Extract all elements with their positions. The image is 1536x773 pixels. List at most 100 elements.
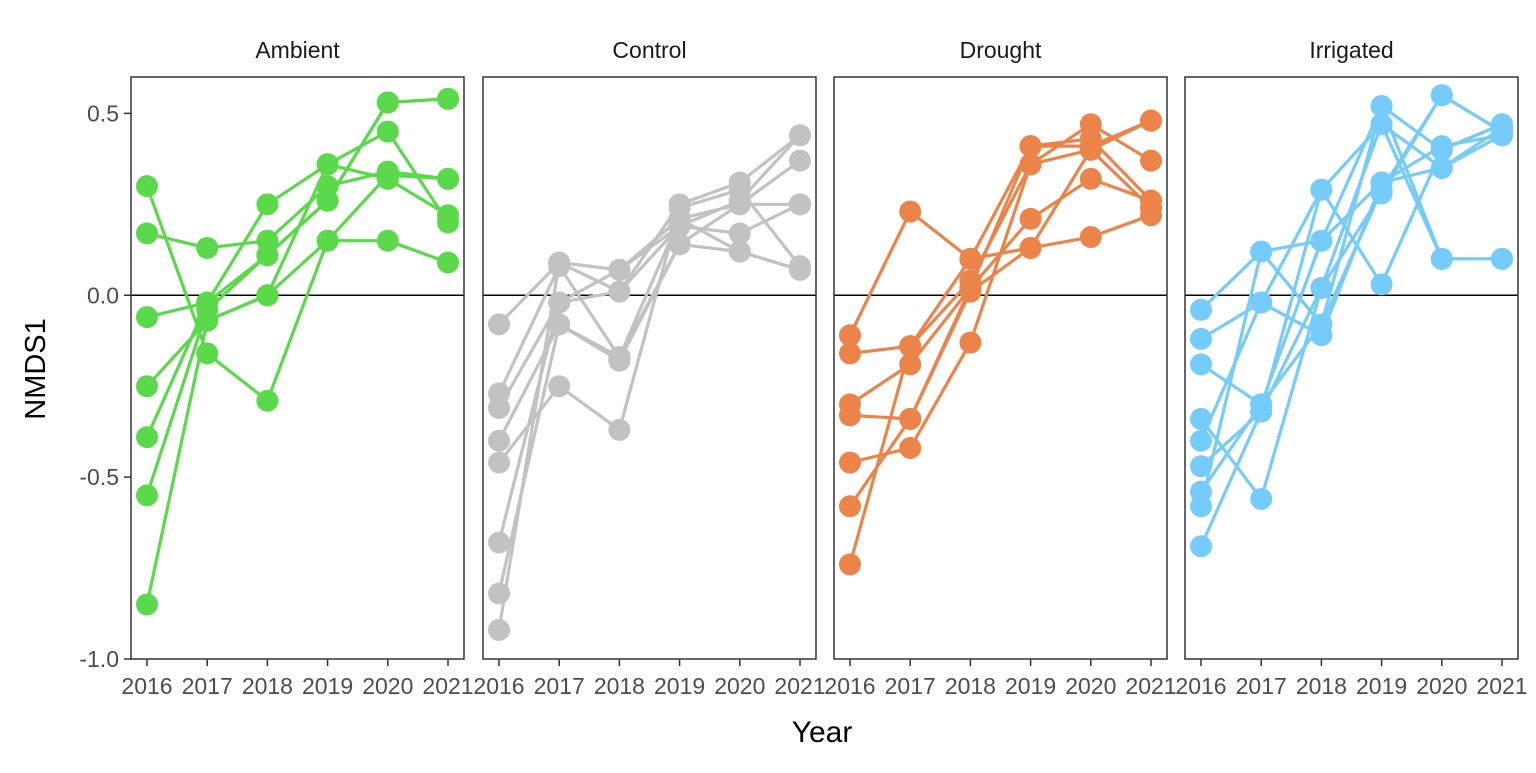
series-line (497, 202, 800, 594)
series-line (497, 134, 802, 543)
data-point (376, 164, 399, 187)
data-point (196, 342, 219, 365)
series-line (145, 97, 449, 496)
x-tick-label: 2018 (945, 673, 996, 699)
x-tick-label: 2019 (1005, 673, 1056, 699)
data-point (437, 87, 459, 110)
data-point (1370, 171, 1393, 194)
data-point (1430, 156, 1453, 179)
data-point (1190, 495, 1212, 518)
data-point (488, 451, 510, 474)
data-point (488, 313, 510, 336)
data-point (1019, 207, 1042, 230)
data-point (1310, 178, 1333, 201)
x-tick-label: 2016 (1175, 673, 1226, 699)
data-point (839, 404, 861, 427)
x-tick-label: 2017 (182, 673, 233, 699)
x-tick-label: 2017 (885, 673, 936, 699)
data-point (1140, 149, 1162, 172)
data-point (1430, 247, 1453, 270)
x-tick-label: 2020 (1416, 673, 1467, 699)
data-point (488, 397, 510, 420)
data-point (136, 222, 158, 245)
panel-irrigated: Irrigated 2016 2017 2018 2019 2020 2021 (1175, 37, 1527, 699)
data-point (789, 193, 811, 216)
data-point (437, 251, 459, 274)
data-point (136, 175, 158, 198)
series-line (497, 202, 801, 409)
data-point (136, 306, 158, 329)
data-point (1190, 429, 1212, 452)
data-point (488, 429, 510, 452)
data-point (1019, 236, 1042, 259)
data-point (728, 193, 751, 216)
data-point (839, 342, 861, 365)
series-line (849, 177, 1152, 406)
x-tick-label: 2018 (1296, 673, 1347, 699)
series-line (145, 185, 449, 403)
series-line (146, 97, 449, 319)
data-point (376, 120, 399, 143)
data-point (437, 211, 459, 234)
data-point (196, 236, 219, 259)
data-point (316, 153, 339, 176)
x-tick-label: 2021 (1476, 673, 1527, 699)
x-tick-label: 2016 (473, 673, 524, 699)
data-point (548, 251, 571, 274)
data-point (608, 258, 631, 281)
panel-ambient: Ambient 2016 2017 2018 2019 2020 2021 (121, 37, 473, 699)
y-axis-label: NMDS1 (20, 318, 52, 420)
data-point (789, 149, 811, 172)
data-point (608, 418, 631, 441)
y-tick-label: -0.5 (79, 464, 119, 490)
data-point (488, 582, 510, 605)
panel-title: Irrigated (1309, 37, 1393, 63)
data-point (1079, 167, 1102, 190)
series-line (497, 217, 801, 631)
data-point (136, 375, 158, 398)
data-point (136, 484, 158, 507)
data-point (899, 200, 922, 223)
data-point (1140, 109, 1162, 132)
data-point (256, 284, 279, 307)
y-tick-label: 0.0 (87, 282, 119, 308)
x-tick-label: 2016 (121, 673, 172, 699)
data-point (1310, 229, 1333, 252)
panel-title: Ambient (255, 37, 340, 63)
data-point (1190, 353, 1212, 376)
data-point (789, 258, 811, 281)
data-point (1310, 276, 1333, 299)
data-point (1370, 273, 1393, 296)
data-point (1190, 298, 1212, 321)
data-point (1190, 455, 1212, 478)
series-line (848, 119, 1152, 565)
x-tick-label: 2017 (1236, 673, 1287, 699)
data-point (376, 91, 399, 114)
data-point (899, 437, 922, 460)
x-tick-label: 2019 (1356, 673, 1407, 699)
panel-border (1184, 76, 1519, 660)
series-line (145, 173, 449, 605)
x-tick-label: 2021 (422, 673, 473, 699)
data-point (1491, 124, 1513, 147)
data-point (376, 229, 399, 252)
series-line (849, 148, 1153, 465)
x-tick-label: 2020 (1065, 673, 1116, 699)
x-tick-label: 2016 (824, 673, 875, 699)
data-point (548, 313, 571, 336)
data-point (728, 222, 751, 245)
data-point (136, 593, 158, 616)
panel-border (833, 76, 1168, 660)
data-point (959, 276, 982, 299)
data-point (1491, 247, 1513, 270)
data-point (488, 531, 510, 554)
data-point (1310, 313, 1333, 336)
x-axis-label: Year (792, 716, 853, 749)
data-point (1370, 113, 1393, 136)
data-point (437, 167, 459, 190)
x-tick-label: 2021 (774, 673, 825, 699)
data-point (839, 495, 861, 518)
data-point (548, 291, 571, 314)
panel-drought: Drought 2016 2017 2018 2019 2020 2021 (824, 37, 1176, 699)
